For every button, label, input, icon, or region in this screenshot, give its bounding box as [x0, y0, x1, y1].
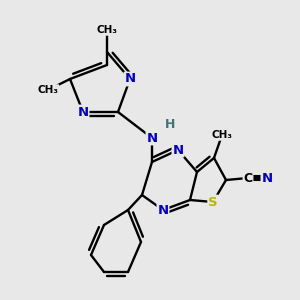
Text: N: N: [261, 172, 273, 184]
Text: N: N: [77, 106, 88, 118]
Text: CH₃: CH₃: [38, 85, 58, 95]
Text: N: N: [124, 73, 136, 85]
Text: C: C: [243, 172, 253, 184]
Text: CH₃: CH₃: [212, 130, 233, 140]
Text: CH₃: CH₃: [97, 25, 118, 35]
Text: N: N: [172, 143, 184, 157]
Text: N: N: [146, 131, 158, 145]
Text: S: S: [208, 196, 218, 208]
Text: N: N: [158, 203, 169, 217]
Text: H: H: [165, 118, 175, 130]
